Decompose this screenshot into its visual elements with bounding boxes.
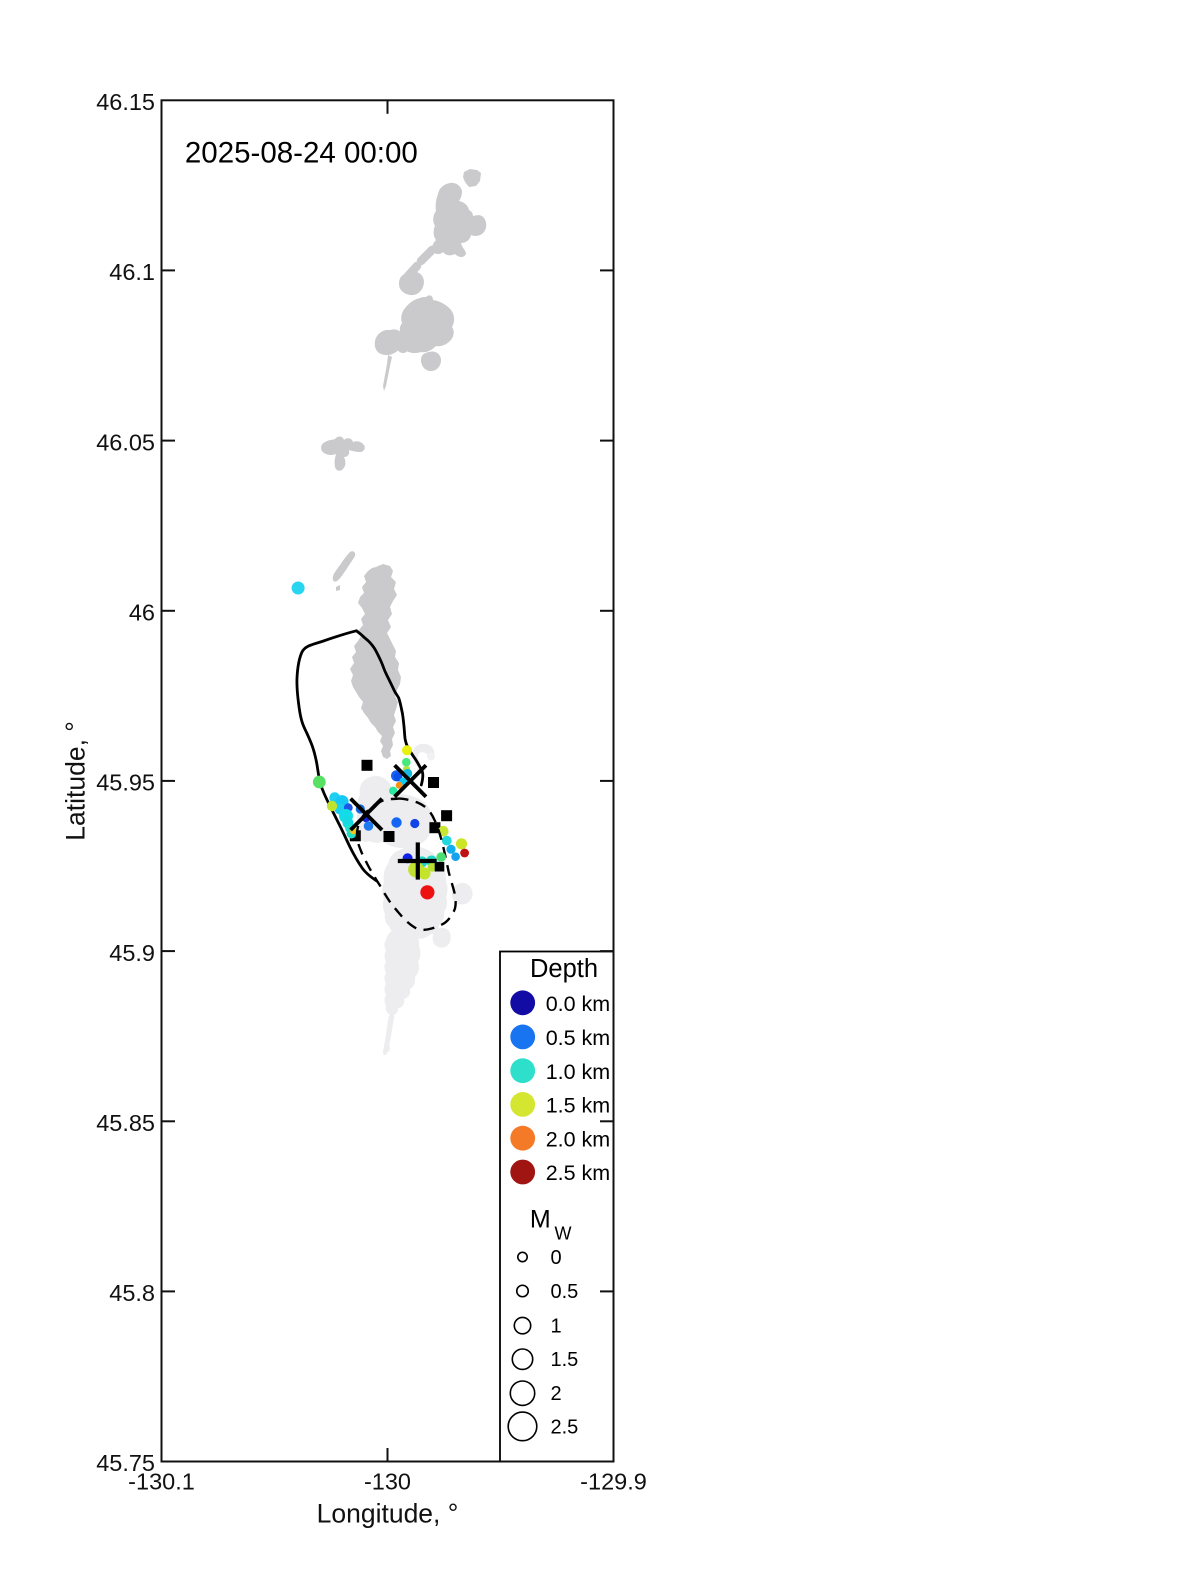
svg-text:45.75: 45.75 xyxy=(96,1450,155,1476)
svg-text:45.95: 45.95 xyxy=(96,770,155,796)
svg-text:1: 1 xyxy=(551,1316,562,1338)
svg-text:2: 2 xyxy=(551,1383,562,1405)
svg-text:2025-08-24 00:00: 2025-08-24 00:00 xyxy=(185,137,418,170)
svg-text:W: W xyxy=(555,1224,572,1244)
svg-text:0.5 km: 0.5 km xyxy=(546,1026,611,1050)
svg-text:Latitude, °: Latitude, ° xyxy=(61,721,91,841)
svg-text:2.0 km: 2.0 km xyxy=(546,1127,611,1151)
svg-text:2.5: 2.5 xyxy=(551,1416,579,1438)
svg-text:-130.1: -130.1 xyxy=(128,1468,195,1494)
svg-text:0.5: 0.5 xyxy=(551,1281,579,1303)
svg-text:45.9: 45.9 xyxy=(109,940,155,966)
svg-text:46.15: 46.15 xyxy=(96,89,155,115)
svg-text:0.0 km: 0.0 km xyxy=(546,992,611,1016)
svg-text:0: 0 xyxy=(551,1247,562,1269)
svg-text:1.5 km: 1.5 km xyxy=(546,1094,611,1118)
svg-text:1.5: 1.5 xyxy=(551,1349,579,1371)
svg-text:Depth: Depth xyxy=(530,955,598,983)
svg-text:46: 46 xyxy=(129,600,155,626)
svg-text:-130: -130 xyxy=(364,1468,411,1494)
svg-text:1.0 km: 1.0 km xyxy=(546,1060,611,1084)
svg-text:M: M xyxy=(530,1206,551,1234)
svg-text:46.1: 46.1 xyxy=(109,259,155,285)
svg-text:45.8: 45.8 xyxy=(109,1280,155,1306)
svg-text:45.85: 45.85 xyxy=(96,1110,155,1136)
svg-text:46.05: 46.05 xyxy=(96,429,155,455)
svg-text:2.5 km: 2.5 km xyxy=(546,1161,611,1185)
svg-text:Longitude, °: Longitude, ° xyxy=(317,1499,459,1529)
svg-text:-129.9: -129.9 xyxy=(580,1468,647,1494)
